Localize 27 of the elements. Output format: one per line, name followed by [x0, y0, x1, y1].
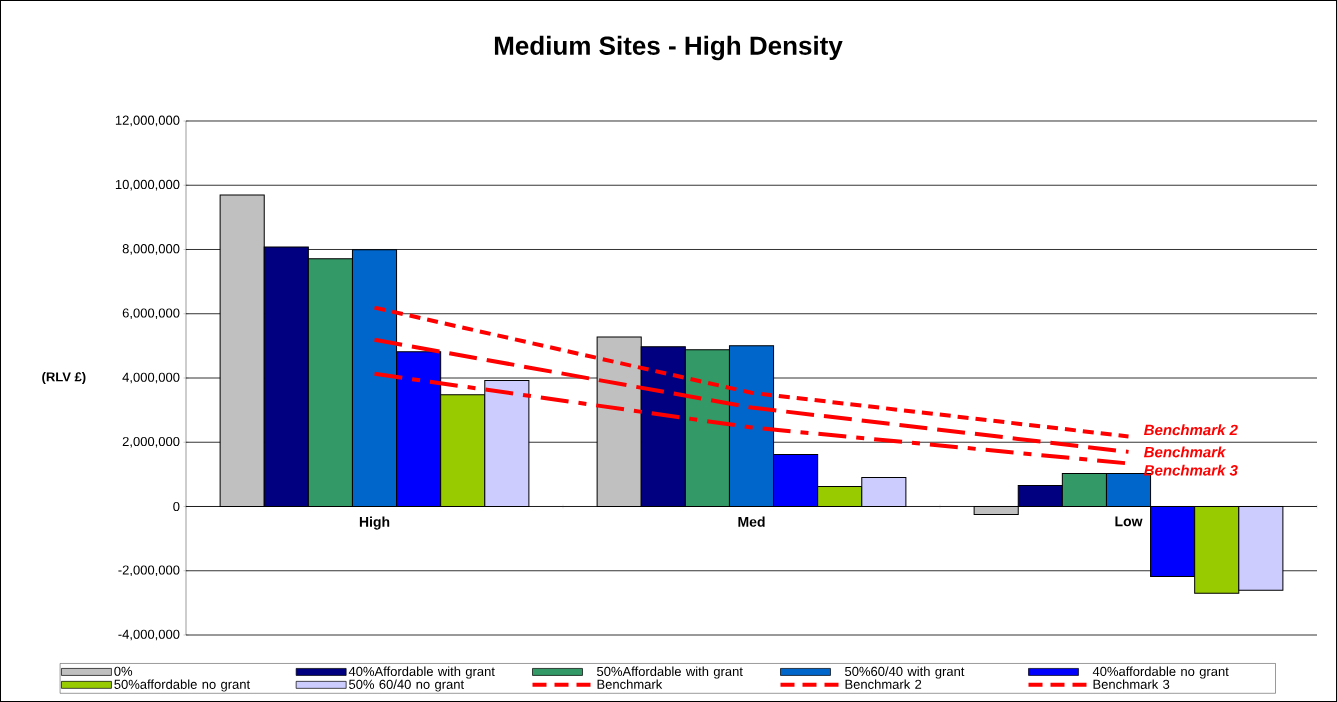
legend-label: Benchmark 3 — [1093, 679, 1170, 689]
legend-label: Benchmark — [597, 679, 663, 689]
chart-title: Medium Sites - High Density — [494, 35, 843, 61]
text: Benchmark 2 — [1143, 424, 1238, 436]
y-tick-label: 0 — [173, 501, 180, 512]
legend-label: 50%affordable no grant — [114, 679, 251, 692]
text: Benchmark 3 — [1143, 464, 1238, 476]
legend-label: 40%Affordable with grant — [348, 666, 495, 679]
y-axis-title: (RLV £) — [42, 371, 86, 385]
y-tick-label: 2,000,000 — [122, 436, 180, 448]
y-tick-label: 4,000,000 — [122, 372, 180, 384]
x-tick-label: Low — [1115, 516, 1143, 527]
x-tick-label: Med — [738, 516, 765, 527]
y-tick-label: 6,000,000 — [122, 308, 180, 320]
legend-label: 50%Affordable with grant — [597, 666, 743, 679]
x-tick-label: High — [359, 516, 390, 530]
legend-label: 40%affordable no grant — [1092, 666, 1229, 679]
y-tick-label: 12,000,000 — [115, 115, 180, 127]
legend-label: 0% — [114, 666, 133, 676]
legend-label: 50%60/40 with grant — [845, 666, 965, 679]
y-tick-label: 10,000,000 — [115, 179, 180, 191]
legend-label: 50% 60/40 no grant — [349, 679, 465, 692]
y-tick-label: -2,000,000 — [118, 565, 180, 577]
text: Benchmark — [1143, 446, 1227, 458]
legend-label: Benchmark 2 — [845, 679, 922, 689]
y-tick-label: -4,000,000 — [118, 629, 180, 641]
y-tick-label: 8,000,000 — [122, 244, 180, 255]
